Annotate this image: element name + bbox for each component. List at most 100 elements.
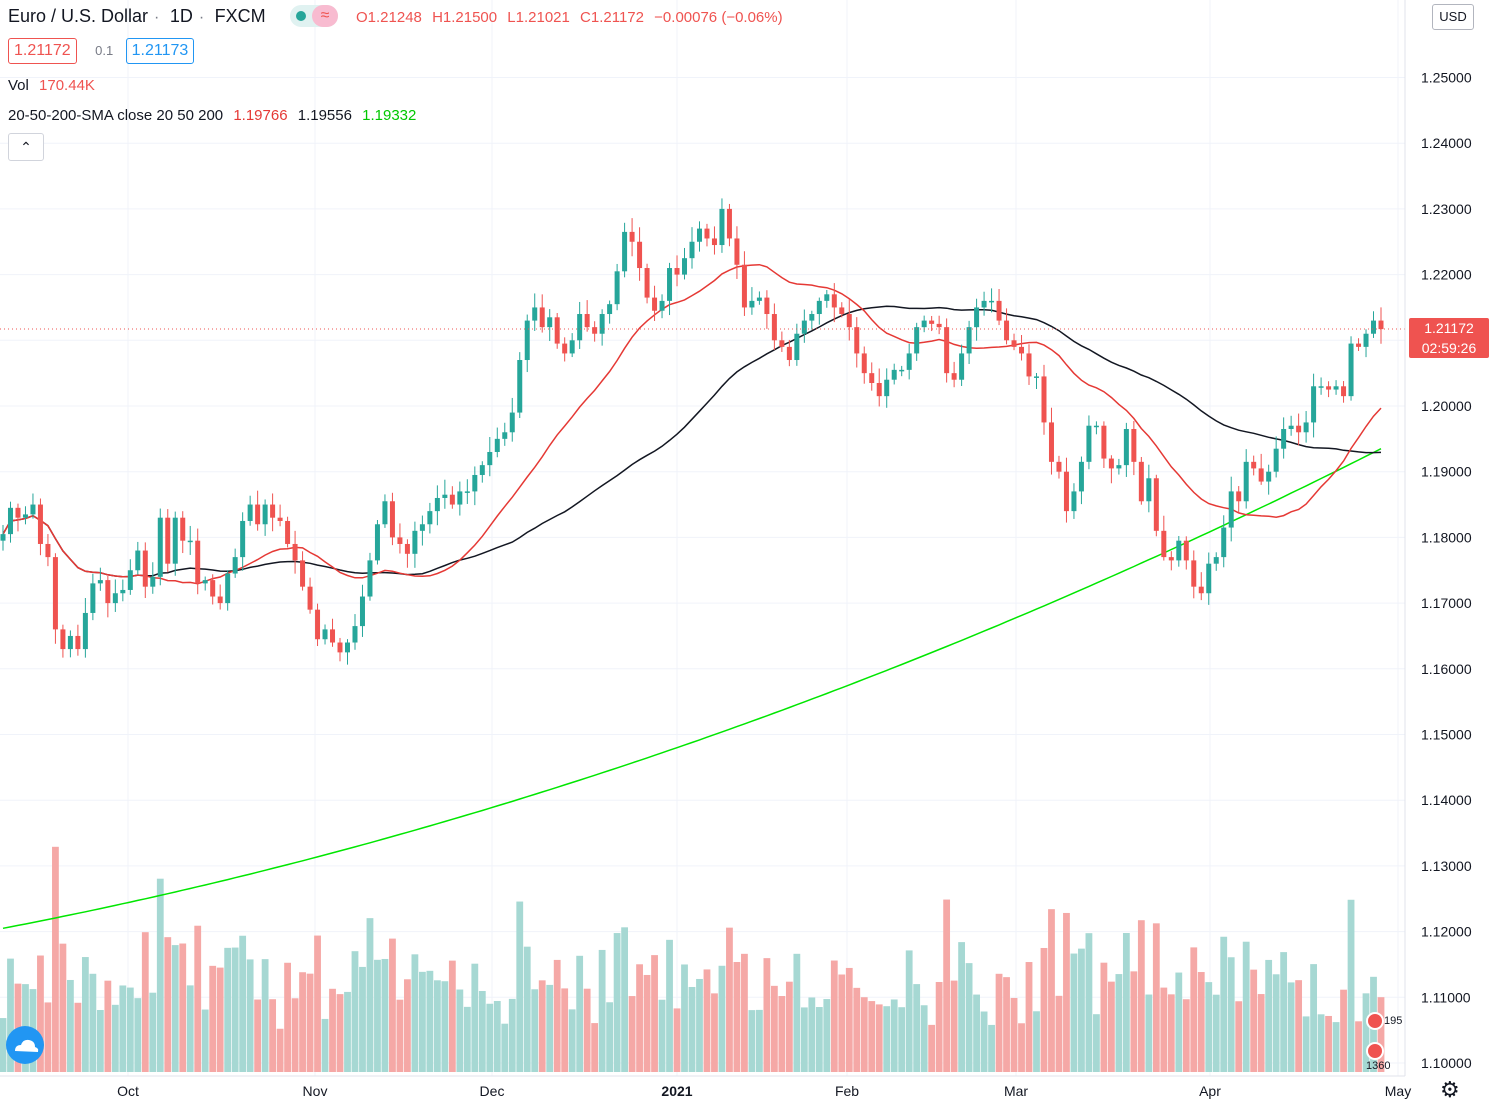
candle-body [1213,557,1219,564]
volume-bar [254,999,262,1072]
volume-bar [134,998,142,1072]
sma-label[interactable]: 20-50-200-SMA close 20 50 200 [8,107,224,124]
candle-body [345,642,350,653]
price-tick-label: 1.14000 [1421,792,1472,808]
price-tick-label: 1.24000 [1421,135,1472,151]
candle-body [801,320,807,334]
candle-body [921,320,927,328]
volume-bar [366,918,374,1072]
candle-body [652,297,658,311]
buy-button[interactable]: 1.21173 [125,38,195,64]
candle-body [404,543,410,554]
candle-body [75,635,81,650]
us-flag-icon [1366,1012,1384,1030]
volume-bar [1175,972,1183,1072]
volume-bar [418,971,426,1072]
candle-body [105,580,111,604]
candle-body [1131,428,1137,462]
volume-bar [126,987,134,1072]
volume-bar [628,996,636,1072]
volume-bar [988,1024,995,1072]
candle-body [1326,386,1332,390]
candle-body [1034,376,1039,378]
price-axis: 1.250001.240001.230001.220001.210001.200… [1421,70,1472,1072]
volume-bar [733,962,741,1072]
volume-bar [538,980,546,1072]
volume-bar [591,1023,599,1072]
candle-body [225,573,231,604]
candle-body [1019,346,1025,354]
candle-body [517,360,523,413]
volume-bar [456,989,464,1072]
volume-bar [928,1024,936,1072]
volume-bar [546,984,554,1072]
volume-bar [1040,947,1048,1072]
volume-legend: Vol 170.44K [8,77,101,94]
volume-bar [478,990,486,1072]
volume-bar [688,986,696,1072]
volume-bar [703,969,711,1072]
volume-bar [621,927,628,1072]
symbol-legend: Euro / U.S. Dollar · 1D · FXCM [8,6,266,26]
candle-body [996,300,1002,321]
event-flag-2[interactable]: 1360 [1366,1042,1406,1072]
candle-body [217,596,223,604]
volume-bar [1182,999,1190,1072]
candle-body [711,238,717,246]
candle-body [524,320,530,361]
candle-body [749,300,755,308]
candle-body [195,540,201,584]
volume-bar [37,955,44,1072]
volume-bar [1340,989,1347,1072]
volume-bar [935,981,943,1072]
candle-body [1251,461,1257,469]
interval-label[interactable]: 1D [169,6,193,26]
volume-bar [1160,987,1168,1072]
candle-body [374,524,380,561]
volume-bar [1078,948,1085,1072]
volume-bar [501,1023,509,1072]
volume-bar [523,946,531,1072]
volume-bar [1063,912,1070,1072]
candle-body [719,208,725,246]
chevron-up-icon: ⌃ [20,139,32,155]
event-flag-1[interactable]: 195 [1366,1012,1406,1030]
volume-bar [351,951,359,1072]
price-tick-label: 1.16000 [1421,661,1472,677]
candle-body [240,520,246,558]
candle-body [532,307,538,321]
candle-body [277,517,283,521]
candle-body [90,583,96,613]
volume-bar [433,980,441,1072]
candle-body [1116,465,1122,469]
candle-body [464,491,470,493]
volume-label[interactable]: Vol [8,77,29,94]
volume-bar [741,953,748,1072]
candle-body [1108,458,1114,469]
price-tick-label: 1.10000 [1421,1055,1472,1071]
candle-body [786,346,792,361]
tradingview-logo[interactable] [6,1026,44,1064]
collapse-legend-button[interactable]: ⌃ [8,133,44,161]
candle-body [30,504,36,515]
currency-button[interactable]: USD [1432,4,1474,30]
volume-bar [1295,980,1303,1072]
candle-body [644,268,650,298]
sell-button[interactable]: 1.21172 [8,38,77,64]
sma-legend: 20-50-200-SMA close 20 50 200 1.19766 1.… [8,107,422,124]
symbol-name[interactable]: Euro / U.S. Dollar [8,6,149,26]
volume-bar [441,981,449,1072]
last-price-value: 1.21172 [1424,320,1474,336]
candle-body [1161,530,1167,558]
volume-bar [815,1007,823,1072]
volume-bar [1317,1014,1325,1072]
volume-bar [59,943,67,1072]
settings-gear-icon[interactable]: ⚙ [1440,1077,1460,1102]
exchange-label: FXCM [214,6,266,26]
candle-body [285,520,291,544]
market-status-toggle[interactable]: ≈ [290,5,338,27]
candle-body [172,517,178,564]
volume-bar [875,1004,883,1072]
candle-body [22,514,28,518]
